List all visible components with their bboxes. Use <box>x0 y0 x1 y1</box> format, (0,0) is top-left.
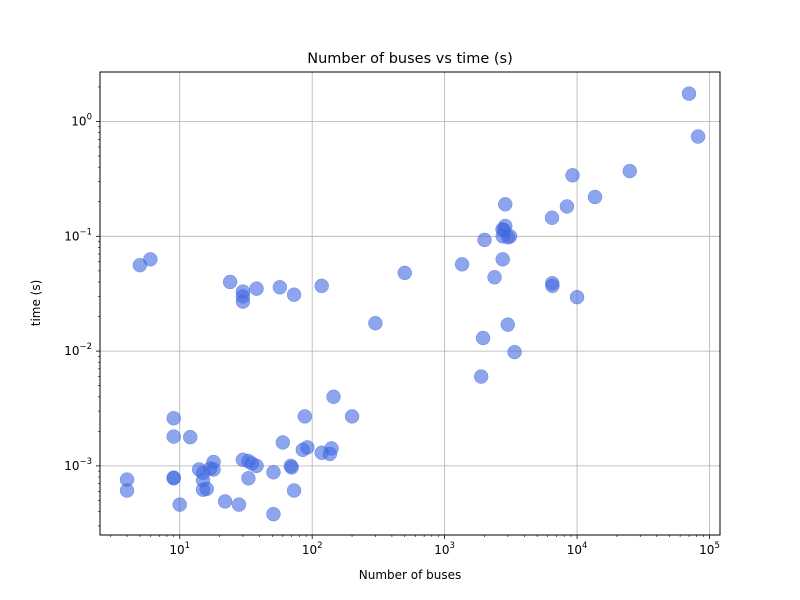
data-point <box>172 497 187 512</box>
data-point <box>249 281 264 296</box>
data-point <box>690 129 706 144</box>
data-point <box>314 278 329 294</box>
data-point <box>266 506 281 522</box>
data-point <box>559 199 575 214</box>
plot-frame <box>99 71 721 536</box>
x-tick-label: 102 <box>302 541 323 557</box>
y-tick-label: 10−3 <box>64 457 92 473</box>
y-axis-label: time (s) <box>29 280 43 327</box>
x-tick-label-exponent: 4 <box>582 541 587 551</box>
data-point <box>500 317 516 332</box>
data-point <box>182 429 198 445</box>
x-tick-label-exponent: 5 <box>714 541 719 551</box>
x-axis-label: Number of buses <box>359 568 462 582</box>
data-point <box>286 287 302 302</box>
data-points <box>119 86 706 522</box>
y-tick-label-exponent: −2 <box>79 342 92 352</box>
data-point <box>344 409 360 424</box>
x-tick-label: 104 <box>567 541 588 557</box>
data-point <box>235 294 251 309</box>
data-point <box>286 483 302 498</box>
data-point <box>473 369 489 384</box>
data-point <box>119 483 135 498</box>
data-point <box>507 344 522 360</box>
x-tick-label: 103 <box>434 541 455 557</box>
data-point <box>475 330 491 346</box>
data-point <box>166 471 181 486</box>
data-point <box>217 494 233 509</box>
data-point <box>569 289 585 305</box>
data-point <box>368 315 383 331</box>
data-point <box>681 86 697 101</box>
y-tick-label: 10−2 <box>64 342 92 358</box>
data-point <box>272 279 288 295</box>
x-tick-label-base: 10 <box>699 543 714 557</box>
data-point <box>297 409 313 424</box>
data-point <box>565 168 580 183</box>
data-point <box>275 435 291 450</box>
x-tick-label-base: 10 <box>567 543 582 557</box>
data-point <box>249 458 264 474</box>
data-point <box>324 441 339 456</box>
data-point <box>487 269 502 285</box>
x-tick-label: 105 <box>699 541 720 557</box>
data-point <box>326 389 341 405</box>
data-point <box>199 481 215 497</box>
x-tick-label-exponent: 1 <box>185 541 190 551</box>
data-point <box>166 411 181 426</box>
data-point <box>477 232 492 248</box>
data-point <box>544 210 560 226</box>
y-tick-label-exponent: 0 <box>87 113 92 123</box>
y-tick-label: 10−1 <box>64 227 92 243</box>
data-point <box>206 462 221 477</box>
data-point <box>498 197 513 212</box>
chart-title: Number of buses vs time (s) <box>307 51 512 67</box>
x-tick-label-exponent: 2 <box>317 541 322 551</box>
data-point <box>143 252 158 267</box>
y-tick-label-exponent: −3 <box>79 457 92 467</box>
x-tick-label-exponent: 3 <box>450 541 455 551</box>
data-point <box>231 497 247 512</box>
data-point <box>397 265 413 281</box>
y-tick-label: 100 <box>71 113 92 129</box>
data-point <box>622 163 638 179</box>
data-point <box>241 471 256 486</box>
y-tick-label-base: 10 <box>71 115 86 129</box>
x-tick-label-base: 10 <box>169 543 184 557</box>
data-point <box>495 252 510 267</box>
x-tick-label-base: 10 <box>434 543 449 557</box>
y-tick-label-base: 10 <box>64 459 79 473</box>
data-point <box>502 229 518 244</box>
data-point <box>266 465 281 480</box>
data-point <box>284 460 299 475</box>
data-point <box>587 189 603 205</box>
y-tick-label-base: 10 <box>64 344 79 358</box>
data-point <box>222 274 238 290</box>
data-point <box>454 257 470 272</box>
x-tick-label-base: 10 <box>302 543 317 557</box>
y-tick-label-base: 10 <box>64 229 79 243</box>
data-point <box>300 440 315 455</box>
x-tick-label: 101 <box>169 541 190 557</box>
x-axis-ticks: 101 102 103 104 105 <box>110 535 720 557</box>
data-point <box>545 278 560 294</box>
y-tick-label-exponent: −1 <box>79 227 92 237</box>
data-point <box>166 429 181 444</box>
